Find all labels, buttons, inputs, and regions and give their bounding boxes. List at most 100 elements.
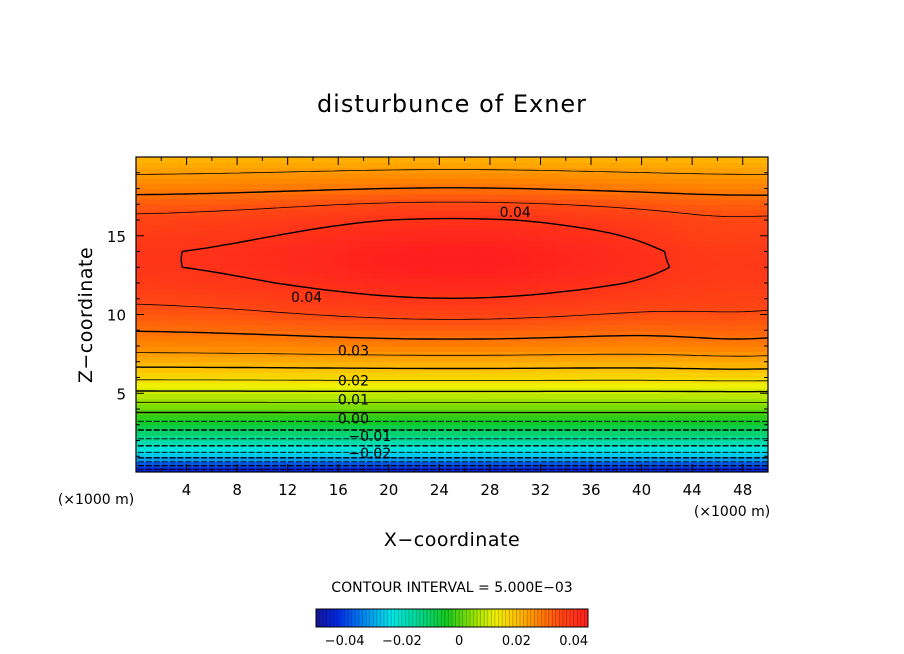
field-cell bbox=[167, 220, 177, 226]
field-cell bbox=[625, 293, 635, 300]
field-cell bbox=[704, 304, 714, 310]
field-cell bbox=[444, 246, 453, 253]
field-cell bbox=[143, 330, 153, 337]
field-cell bbox=[602, 251, 611, 258]
field-cell bbox=[207, 272, 216, 279]
field-cell bbox=[420, 393, 429, 400]
field-cell bbox=[641, 288, 651, 295]
field-cell bbox=[238, 398, 248, 405]
contour-line bbox=[136, 169, 768, 357]
field-cell bbox=[546, 256, 556, 263]
field-cell bbox=[586, 298, 595, 305]
field-cell bbox=[373, 225, 382, 232]
field-cell bbox=[365, 246, 374, 253]
field-cell bbox=[720, 193, 730, 200]
field-cell bbox=[222, 272, 232, 279]
field-cell bbox=[704, 293, 714, 300]
field-cell bbox=[641, 414, 651, 421]
field-cell bbox=[404, 330, 414, 337]
field-cell bbox=[625, 283, 635, 289]
field-cell bbox=[491, 157, 500, 163]
field-cell bbox=[380, 157, 390, 163]
field-cell bbox=[491, 251, 500, 258]
field-cell bbox=[538, 361, 548, 368]
field-cell bbox=[752, 304, 761, 310]
field-cell bbox=[420, 461, 429, 468]
field-cell bbox=[594, 356, 603, 363]
field-cell bbox=[657, 162, 666, 169]
field-cell bbox=[657, 367, 666, 373]
field-cell bbox=[191, 183, 200, 190]
field-cell bbox=[610, 456, 619, 463]
field-cell bbox=[175, 451, 184, 457]
field-cell bbox=[649, 220, 658, 226]
field-cell bbox=[404, 361, 414, 368]
field-cell bbox=[215, 461, 224, 468]
field-cell bbox=[301, 235, 311, 242]
field-cell bbox=[752, 272, 761, 279]
field-cell bbox=[373, 419, 382, 426]
field-cell bbox=[151, 435, 161, 442]
field-cell bbox=[720, 157, 730, 163]
field-cell bbox=[325, 424, 335, 431]
field-cell bbox=[136, 440, 145, 447]
field-cell bbox=[507, 241, 516, 247]
field-cell bbox=[301, 309, 311, 316]
field-cell bbox=[689, 199, 698, 205]
field-cell bbox=[554, 157, 564, 163]
field-cell bbox=[696, 361, 706, 368]
field-cell bbox=[625, 330, 635, 337]
field-cell bbox=[665, 172, 674, 179]
field-cell bbox=[452, 325, 461, 331]
field-cell bbox=[309, 199, 319, 205]
field-cell bbox=[720, 435, 730, 442]
field-cell bbox=[720, 183, 730, 190]
field-cell bbox=[625, 356, 635, 363]
field-cell bbox=[143, 325, 153, 331]
field-cell bbox=[388, 451, 398, 457]
field-cell bbox=[744, 414, 753, 421]
field-cell bbox=[657, 178, 666, 184]
field-cell bbox=[602, 440, 611, 447]
field-cell bbox=[436, 445, 445, 452]
field-cell bbox=[428, 314, 437, 321]
field-cell bbox=[215, 372, 224, 379]
field-cell bbox=[270, 393, 279, 400]
field-cell bbox=[499, 157, 508, 163]
field-cell bbox=[491, 204, 500, 211]
field-cell bbox=[578, 346, 587, 352]
field-cell bbox=[436, 424, 445, 431]
field-cell bbox=[436, 372, 445, 379]
field-cell bbox=[349, 335, 358, 342]
field-cell bbox=[523, 157, 532, 163]
field-cell bbox=[436, 209, 445, 216]
field-cell bbox=[341, 351, 350, 358]
field-cell bbox=[625, 382, 635, 389]
field-cell bbox=[230, 199, 240, 205]
field-cell bbox=[633, 283, 643, 289]
field-cell bbox=[388, 162, 398, 169]
field-cell bbox=[760, 461, 768, 468]
axis-ticks bbox=[136, 157, 768, 472]
field-cell bbox=[665, 183, 674, 190]
field-cell bbox=[459, 204, 469, 211]
field-cell bbox=[325, 456, 335, 463]
field-cell bbox=[388, 330, 398, 337]
field-cell bbox=[136, 403, 145, 410]
field-cell bbox=[191, 188, 200, 195]
field-cell bbox=[404, 456, 414, 463]
field-cell bbox=[728, 162, 737, 169]
field-cell bbox=[562, 445, 572, 452]
field-cell bbox=[207, 424, 216, 431]
field-cell bbox=[452, 188, 461, 195]
field-cell bbox=[404, 183, 414, 190]
field-cell bbox=[570, 209, 579, 216]
x-tick-label: 12 bbox=[278, 481, 297, 499]
field-cell bbox=[689, 403, 698, 410]
field-cell bbox=[689, 204, 698, 211]
field-cell bbox=[602, 193, 611, 200]
field-cell bbox=[673, 398, 682, 405]
field-cell bbox=[610, 419, 619, 426]
field-cell bbox=[507, 424, 516, 431]
field-cell bbox=[760, 393, 768, 400]
